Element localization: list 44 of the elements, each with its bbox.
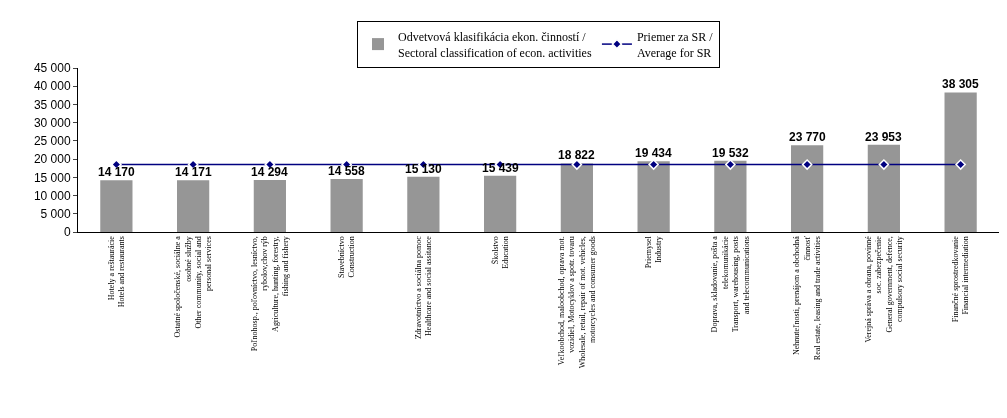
bar <box>253 179 286 232</box>
x-tick-label: Stavebníctvo Construction <box>337 236 357 278</box>
data-label: 14 170 <box>98 165 136 179</box>
y-tick-label: 45 000 <box>33 61 71 76</box>
data-label: 15 130 <box>405 162 443 176</box>
bar <box>330 178 363 232</box>
bar <box>714 160 747 232</box>
y-tick-label: 10 000 <box>33 188 71 203</box>
x-tick-label: Doprava, skladovanie, pošta a telekomunikácie Transport, warehousing, posts and telecommunications <box>710 235 751 333</box>
bar <box>944 92 977 232</box>
y-tick-label: 15 000 <box>33 170 71 185</box>
y-tick-label: 35 000 <box>33 97 71 112</box>
y-tick-label: 40 000 <box>33 79 71 94</box>
x-tick-label: Priemysel Industry <box>644 235 664 269</box>
bar <box>177 180 210 232</box>
bar <box>560 163 593 232</box>
data-label: 23 953 <box>865 130 903 144</box>
data-label: 18 822 <box>558 148 596 162</box>
legend-label: Odvetvová klasifikácia ekon. činností / Sectoral classification of econ. activities <box>398 29 592 60</box>
bar <box>407 176 440 232</box>
bar <box>791 145 824 232</box>
bar <box>100 180 133 232</box>
x-tick-label: Hotely a reštaurácie Hotels and restaurants <box>106 235 127 308</box>
bar <box>637 161 670 232</box>
data-label: 19 434 <box>635 146 673 160</box>
y-tick-label: 0 <box>63 225 71 240</box>
bar <box>484 175 517 232</box>
y-tick-label: 30 000 <box>33 115 71 130</box>
legend-label: Priemer za SR / Average for SR <box>636 29 714 60</box>
y-tick-label: 20 000 <box>33 152 71 167</box>
x-tick-label: Veľkoobchod, maloobchod, oprava mot. vozidiel, Motocyklov a spotr. tovaru Wholesale, retail, repair of mot. vehicles, motorcycles and consumer goods <box>556 236 598 369</box>
data-label: 14 558 <box>328 164 366 178</box>
data-label: 23 770 <box>789 130 827 144</box>
bar <box>867 144 900 232</box>
data-label: 14 171 <box>175 165 213 179</box>
data-label: 19 532 <box>712 146 750 160</box>
data-label: 38 305 <box>942 77 980 91</box>
y-tick-label: 5 000 <box>40 206 71 221</box>
x-tick-label: Zdravotníctvo a sociálna pomoc Healthcare and social assitance <box>413 235 434 340</box>
y-tick-label: 25 000 <box>33 134 71 149</box>
x-tick-label: Školstvo Education <box>490 236 510 269</box>
data-label: 15 439 <box>482 161 520 175</box>
data-label: 14 294 <box>251 165 289 179</box>
x-tick-label: Ostatné spoločenské, sociálne a osobné služby Other community, social and personal services <box>173 235 214 338</box>
